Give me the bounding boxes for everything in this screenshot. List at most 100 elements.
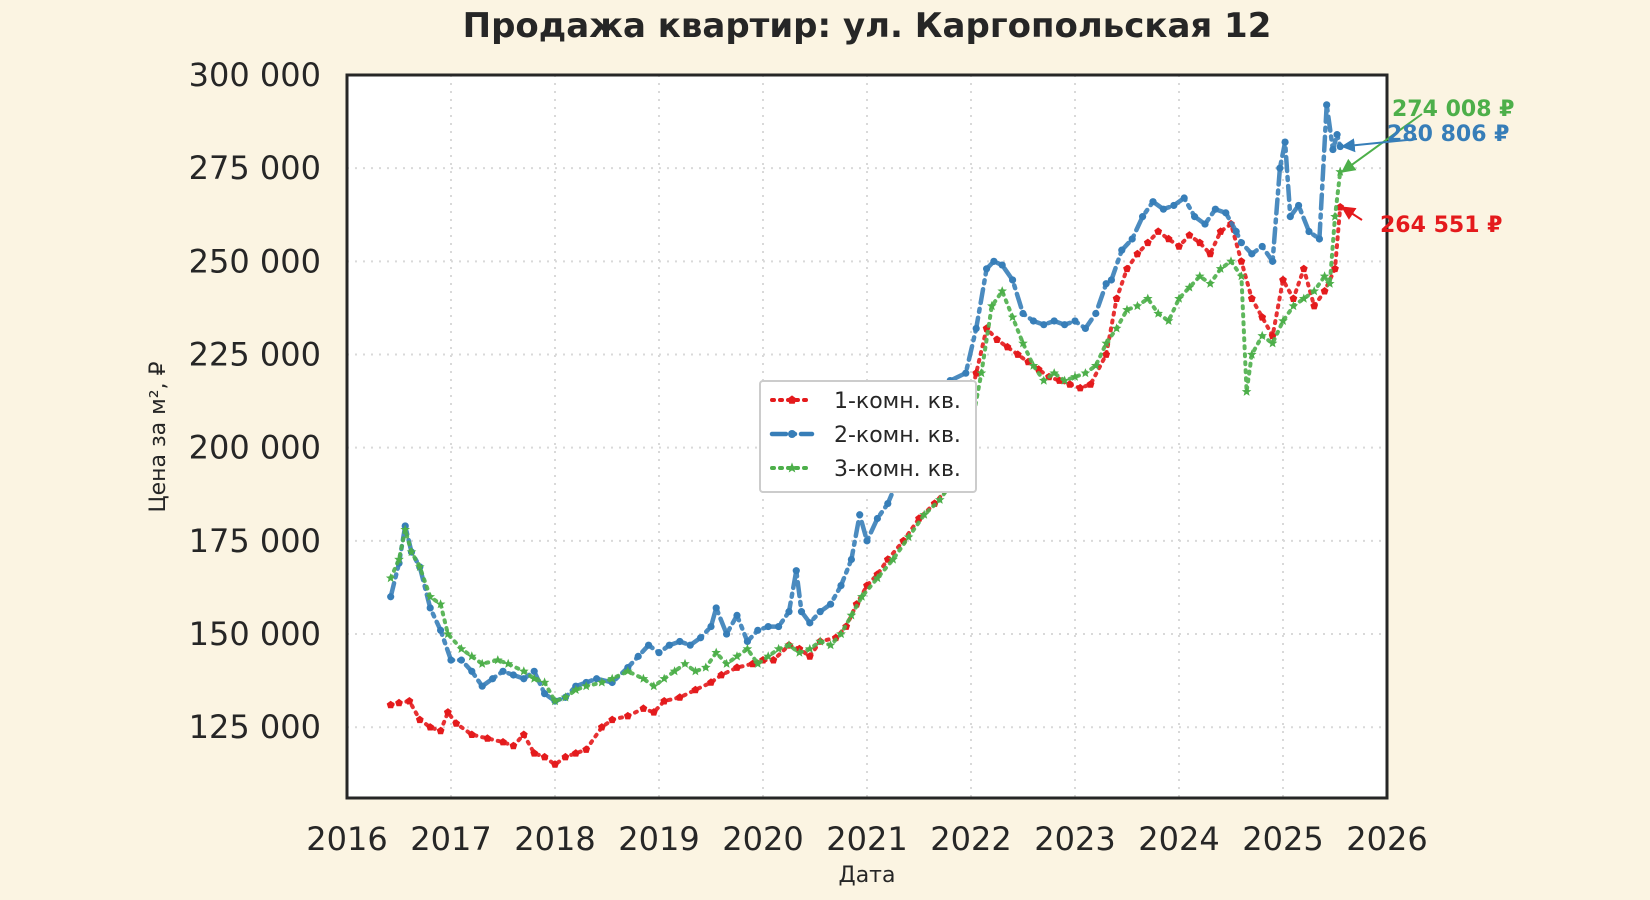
data-point <box>560 692 571 702</box>
data-point <box>520 675 528 683</box>
data-point <box>884 499 892 508</box>
series-3 <box>385 166 1345 706</box>
data-point <box>467 730 476 738</box>
data-point <box>519 730 528 738</box>
legend: 1-комн. кв. 2-комн. кв. 3-комн. кв. <box>759 380 977 493</box>
data-point <box>987 301 997 311</box>
data-point <box>607 673 617 683</box>
data-point <box>437 626 445 634</box>
data-point <box>863 537 871 545</box>
data-point <box>1028 360 1039 370</box>
data-point <box>519 666 529 676</box>
data-point <box>1013 350 1022 358</box>
data-point <box>1323 101 1331 109</box>
data-point <box>608 715 617 724</box>
series-1 <box>386 203 1345 768</box>
annotation-1: 274 008 ₽ <box>1341 97 1514 173</box>
data-point <box>1092 309 1100 318</box>
data-point <box>1299 264 1308 273</box>
data-point <box>1286 213 1294 221</box>
data-point <box>655 649 663 657</box>
data-point <box>529 673 539 683</box>
data-point <box>456 643 467 653</box>
data-point <box>395 698 403 707</box>
data-point <box>983 265 991 273</box>
data-point <box>1236 271 1247 281</box>
data-point <box>686 641 694 649</box>
data-point <box>792 567 800 575</box>
data-point <box>1018 338 1028 348</box>
data-point <box>1175 242 1183 250</box>
y-tick-label: 225 000 <box>189 336 321 374</box>
data-point <box>1059 375 1070 385</box>
y-tick-label: 175 000 <box>189 522 321 560</box>
data-point <box>597 723 606 731</box>
y-tick-label: 200 000 <box>189 429 321 467</box>
data-point <box>1295 201 1303 210</box>
annotation-2: 280 806 ₽ <box>1340 122 1509 153</box>
data-point <box>1232 227 1240 236</box>
data-point <box>1111 323 1122 333</box>
annotations: 274 008 ₽280 806 ₽ 264 551 ₽ <box>1340 97 1514 238</box>
data-point <box>406 547 417 557</box>
data-point <box>707 678 715 686</box>
data-point <box>733 663 741 671</box>
data-point <box>1278 315 1288 325</box>
data-point <box>530 749 539 757</box>
data-point <box>1153 308 1163 318</box>
data-point <box>675 693 684 701</box>
y-tick-label: 150 000 <box>189 615 321 653</box>
data-point <box>1122 304 1132 314</box>
legend-marker <box>787 395 797 404</box>
data-point <box>707 622 715 631</box>
data-point <box>660 697 669 705</box>
data-point <box>723 630 731 638</box>
annotation-3: 264 551 ₽ <box>1341 206 1502 238</box>
data-point <box>972 324 980 333</box>
legend-label: 2-комн. кв. <box>834 423 961 448</box>
data-point <box>1164 234 1173 243</box>
data-point <box>815 636 825 646</box>
data-point <box>1102 350 1111 358</box>
data-point <box>827 600 835 608</box>
data-point <box>1305 227 1313 236</box>
data-point <box>1191 213 1199 221</box>
data-point <box>1201 220 1209 228</box>
data-point <box>1241 386 1252 396</box>
data-point <box>1180 194 1188 202</box>
data-point <box>477 658 487 668</box>
data-point <box>1281 138 1289 146</box>
data-point <box>1216 227 1225 235</box>
data-point <box>816 608 824 616</box>
data-point <box>550 696 560 706</box>
data-point <box>634 652 642 660</box>
data-point <box>415 561 425 571</box>
y-axis-ticks: 125 000 150 000 175 000 200 000 225 000 250 0… <box>189 56 321 746</box>
data-point <box>581 681 591 691</box>
data-point <box>1309 286 1319 296</box>
x-tick-label: 2022 <box>930 820 1011 858</box>
data-point <box>386 700 395 709</box>
data-point <box>888 554 898 564</box>
data-point <box>754 626 762 634</box>
data-point <box>551 760 559 768</box>
data-point <box>443 708 452 716</box>
data-point <box>385 573 396 583</box>
data-point <box>1205 278 1215 288</box>
data-point <box>1123 264 1131 273</box>
x-tick-label: 2020 <box>722 820 803 858</box>
data-point <box>1335 166 1345 176</box>
data-point <box>764 622 772 631</box>
x-tick-label: 2024 <box>1138 820 1219 858</box>
data-point <box>857 591 867 601</box>
data-point <box>711 647 721 657</box>
data-point <box>493 655 503 665</box>
data-point <box>1029 317 1037 325</box>
data-point <box>825 640 836 650</box>
legend-item-2: 2-комн. кв. <box>769 423 961 448</box>
data-point <box>753 658 763 668</box>
data-point <box>1039 375 1049 385</box>
data-point <box>443 629 453 639</box>
data-point <box>846 610 857 620</box>
data-point <box>1101 338 1111 348</box>
